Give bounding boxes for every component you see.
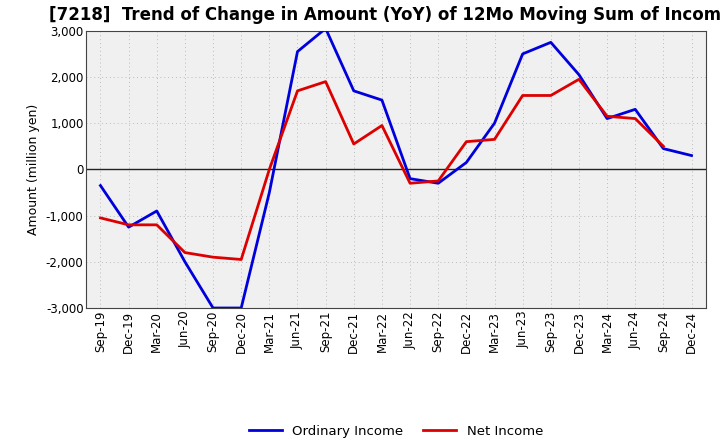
Net Income — [209, 254, 217, 260]
Ordinary Income — [659, 146, 667, 151]
Net Income — [377, 123, 386, 128]
Ordinary Income — [490, 121, 499, 126]
Ordinary Income — [687, 153, 696, 158]
Ordinary Income — [293, 49, 302, 54]
Ordinary Income — [209, 305, 217, 311]
Ordinary Income — [575, 72, 583, 77]
Net Income — [434, 178, 443, 183]
Net Income — [518, 93, 527, 98]
Line: Net Income: Net Income — [101, 79, 663, 260]
Net Income — [546, 93, 555, 98]
Net Income — [631, 116, 639, 121]
Ordinary Income — [518, 51, 527, 56]
Legend: Ordinary Income, Net Income: Ordinary Income, Net Income — [243, 420, 549, 440]
Net Income — [153, 222, 161, 227]
Net Income — [265, 167, 274, 172]
Ordinary Income — [406, 176, 415, 181]
Net Income — [181, 250, 189, 255]
Ordinary Income — [377, 97, 386, 103]
Net Income — [125, 222, 133, 227]
Ordinary Income — [321, 26, 330, 31]
Title: [7218]  Trend of Change in Amount (YoY) of 12Mo Moving Sum of Incomes: [7218] Trend of Change in Amount (YoY) o… — [49, 6, 720, 24]
Net Income — [659, 143, 667, 149]
Ordinary Income — [546, 40, 555, 45]
Ordinary Income — [153, 209, 161, 214]
Ordinary Income — [181, 259, 189, 264]
Ordinary Income — [125, 224, 133, 230]
Ordinary Income — [237, 305, 246, 311]
Net Income — [237, 257, 246, 262]
Net Income — [321, 79, 330, 84]
Ordinary Income — [434, 180, 443, 186]
Net Income — [462, 139, 471, 144]
Net Income — [490, 137, 499, 142]
Ordinary Income — [603, 116, 611, 121]
Net Income — [96, 215, 105, 220]
Net Income — [603, 114, 611, 119]
Y-axis label: Amount (million yen): Amount (million yen) — [27, 104, 40, 235]
Net Income — [349, 141, 358, 147]
Ordinary Income — [96, 183, 105, 188]
Net Income — [406, 180, 415, 186]
Line: Ordinary Income: Ordinary Income — [101, 29, 691, 308]
Net Income — [575, 77, 583, 82]
Ordinary Income — [462, 160, 471, 165]
Ordinary Income — [265, 190, 274, 195]
Ordinary Income — [349, 88, 358, 93]
Ordinary Income — [631, 106, 639, 112]
Net Income — [293, 88, 302, 93]
